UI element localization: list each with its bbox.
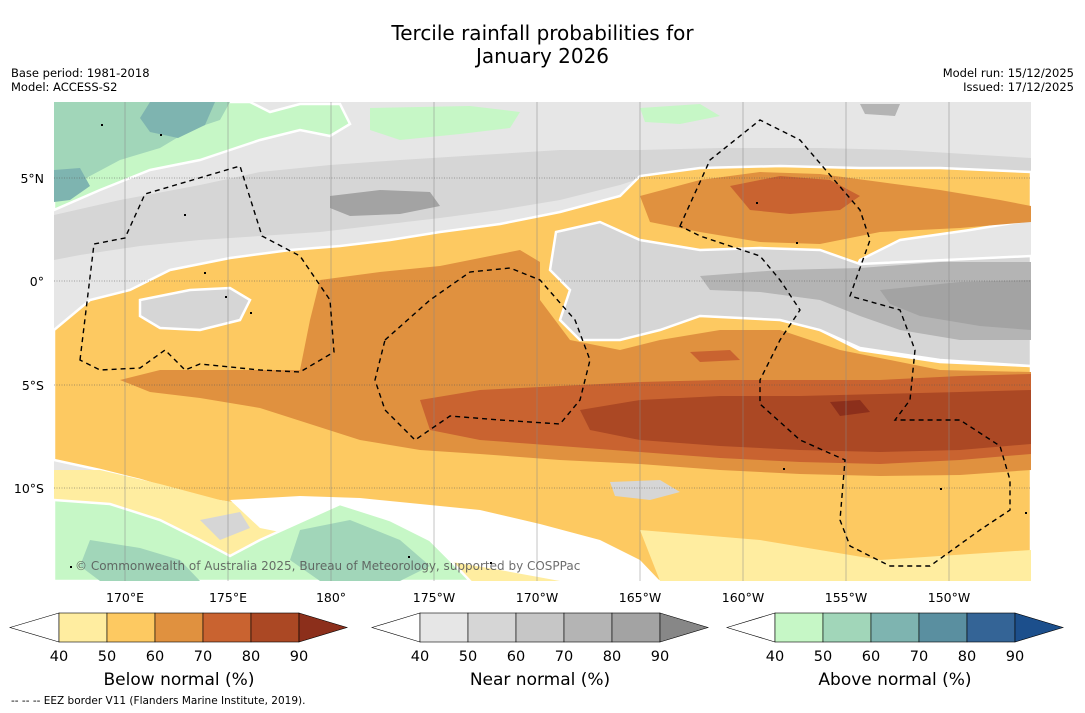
meta-right: Model run: 15/12/2025 Issued: 17/12/2025 [943,66,1074,94]
near-normal-core-north [330,190,440,216]
meta-left: Base period: 1981-2018 Model: ACCESS-S2 [11,66,150,94]
near-normal-patch-south [610,480,680,500]
below-normal-region-70-center [690,350,740,362]
copyright-text: © Commonwealth of Australia 2025, Bureau… [75,559,580,573]
lon-label: 165°W [619,590,661,605]
colorbar-title: Below normal (%) [104,670,255,690]
colorbar-tick: 80 [242,649,260,665]
land-specks [70,124,1027,568]
near-normal-patch-south-west [200,512,250,540]
colorbar-title: Near normal (%) [470,670,610,690]
colorbar-tick: 40 [50,649,68,665]
near-normal-band-north [54,148,1031,260]
model-run: Model run: 15/12/2025 [942,66,1074,80]
colorbar-swatch [725,612,776,643]
lat-label: 5°S [22,378,44,393]
below-normal-region-80 [580,390,1031,452]
above-normal-region-north-5 [370,106,520,140]
lon-label: 160°W [722,590,764,605]
lon-label: 175°E [209,590,247,605]
above-normal-region-north-4 [54,168,90,202]
latitude-labels: 5°N 0° 5°S 10°S [14,171,44,496]
colorbar-swatch [822,612,872,643]
lon-label: 170°W [516,590,558,605]
colorbar-swatch [966,612,1016,643]
near-normal-core-east-2 [880,280,1031,330]
colorbar-swatch [370,612,421,643]
below-normal-region-90 [830,400,870,416]
colorbar-tick: 40 [411,649,429,665]
colorbar-tick: 90 [1006,649,1024,665]
colorbar-swatch [250,612,300,643]
colorbar-tick: 70 [555,649,573,665]
lat-label: 10°S [14,481,44,496]
colorbar-swatch [298,612,349,643]
colorbar-tick: 60 [146,649,164,665]
colorbar-tick: 80 [603,649,621,665]
colorbar-tick: 70 [194,649,212,665]
title-line-2: January 2026 [475,44,610,68]
colorbar-title: Above normal (%) [818,670,971,690]
colorbar-tick: 40 [766,649,784,665]
colorbar-swatch [870,612,920,643]
colorbar-below-normal: 40 50 60 70 80 90 Below normal (%) [8,612,349,690]
colorbar-swatch [467,612,517,643]
map-panel: © Commonwealth of Australia 2025, Bureau… [54,102,1031,581]
eez-borders [79,119,1011,567]
chart-title: Tercile rainfall probabilities for Janua… [0,22,1085,68]
colorbar-swatch [563,612,613,643]
lon-label: 180° [316,590,346,605]
eez-footnote: -- -- -- EEZ border V11 (Flanders Marine… [11,695,306,707]
colorbar-tick: 50 [459,649,477,665]
below-normal-south-east [640,530,1031,581]
above-normal-region-south-2 [80,540,200,581]
colorbar-swatch [202,612,252,643]
above-normal-region-north-3 [140,102,215,138]
colorbar-tick: 60 [862,649,880,665]
colorbar-swatch [611,612,661,643]
colorbar-above-normal: 40 50 60 70 80 90 Above normal (%) [725,612,1065,690]
near-normal-core-north-2 [860,104,900,116]
colorbar-swatch [515,612,565,643]
colorbar-near-normal: 40 50 60 70 80 90 Near normal (%) [370,612,710,690]
map-meridians [124,102,950,581]
lon-label: 170°E [106,590,144,605]
colorbar-swatch [8,612,60,643]
above-normal-region-north-6 [640,104,720,124]
near-normal-intrusion-west [138,286,252,332]
colorbar-tick: 90 [290,649,308,665]
colorbar-swatch [419,612,469,643]
colorbar-swatch [154,612,204,643]
colorbar-swatch [106,612,156,643]
colorbar-tick: 50 [98,649,116,665]
colorbar-tick: 90 [651,649,669,665]
below-normal-region-70-north [730,176,860,214]
above-normal-region-south-3 [290,520,430,581]
issued-date: Issued: 17/12/2025 [963,80,1074,94]
lon-label: 155°W [825,590,867,605]
longitude-labels: 170°E 175°E 180° 175°W 170°W 165°W 160°W… [106,590,970,605]
base-period: Base period: 1981-2018 [11,66,150,80]
colorbar-swatch [58,612,108,643]
model-name: Model: ACCESS-S2 [11,80,118,94]
colorbar-tick: 70 [910,649,928,665]
lon-label: 175°W [413,590,455,605]
colorbar-swatch [1014,612,1065,643]
map-gridlines [54,177,1031,489]
colorbar-swatch [918,612,968,643]
colorbar-tick: 80 [958,649,976,665]
colorbar-tick: 50 [814,649,832,665]
colorbar-swatch [659,612,710,643]
lat-label: 0° [30,274,44,289]
colorbar-tick: 60 [507,649,525,665]
lon-label: 150°W [928,590,970,605]
title-line-1: Tercile rainfall probabilities for [391,21,694,45]
colorbar-swatch [774,612,824,643]
lat-label: 5°N [20,171,44,186]
